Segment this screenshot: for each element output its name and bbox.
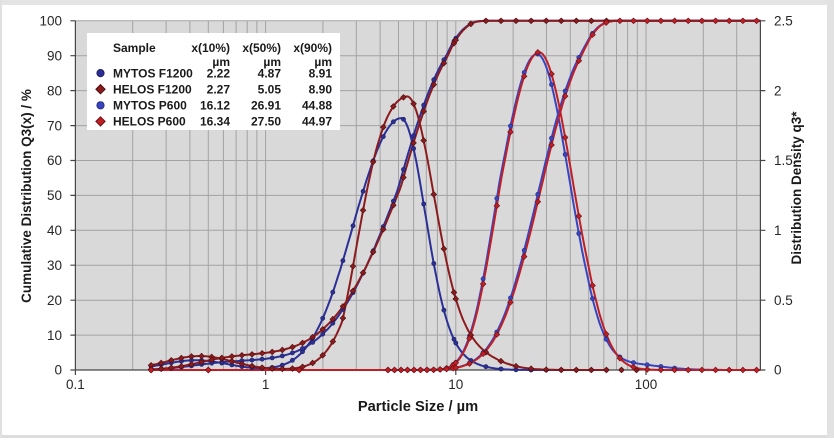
svg-text:1.5: 1.5 (774, 153, 793, 168)
svg-text:70: 70 (47, 118, 62, 133)
svg-text:µm: µm (263, 55, 281, 69)
svg-text:90: 90 (47, 48, 62, 63)
svg-text:0.5: 0.5 (774, 293, 793, 308)
svg-text:MYTOS F1200: MYTOS F1200 (113, 66, 193, 80)
svg-text:Cumulative Distribution Q3(x): Cumulative Distribution Q3(x) / % (19, 89, 34, 303)
svg-text:0: 0 (774, 363, 782, 378)
svg-text:1: 1 (262, 377, 270, 392)
svg-text:26.91: 26.91 (251, 99, 281, 113)
svg-text:µm: µm (314, 55, 332, 69)
svg-text:30: 30 (47, 258, 62, 273)
svg-text:Sample: Sample (113, 41, 156, 55)
svg-text:4.87: 4.87 (258, 66, 282, 80)
svg-text:Particle Size / µm: Particle Size / µm (358, 399, 478, 415)
svg-text:16.34: 16.34 (200, 115, 230, 129)
svg-text:1: 1 (774, 223, 782, 238)
svg-text:0.1: 0.1 (66, 377, 85, 392)
svg-text:Distribution Density q3*: Distribution Density q3* (789, 111, 804, 265)
svg-text:10: 10 (47, 328, 62, 343)
svg-text:2.27: 2.27 (207, 83, 231, 97)
svg-text:5.05: 5.05 (258, 83, 282, 97)
svg-text:µm: µm (212, 55, 230, 69)
svg-text:50: 50 (47, 188, 62, 203)
svg-text:8.91: 8.91 (309, 66, 333, 80)
svg-text:100: 100 (635, 377, 658, 392)
svg-text:16.12: 16.12 (200, 99, 230, 113)
svg-text:0: 0 (54, 363, 62, 378)
svg-text:x(90%): x(90%) (293, 41, 332, 55)
svg-text:8.90: 8.90 (309, 83, 333, 97)
svg-text:10: 10 (448, 377, 463, 392)
svg-text:44.88: 44.88 (302, 99, 332, 113)
svg-text:60: 60 (47, 153, 62, 168)
svg-text:x(50%): x(50%) (242, 41, 281, 55)
svg-text:2.22: 2.22 (207, 66, 231, 80)
svg-text:80: 80 (47, 83, 62, 98)
svg-text:40: 40 (47, 223, 62, 238)
svg-text:20: 20 (47, 293, 62, 308)
svg-text:44.97: 44.97 (302, 115, 332, 129)
svg-text:MYTOS P600: MYTOS P600 (113, 99, 187, 113)
svg-text:HELOS F1200: HELOS F1200 (113, 83, 192, 97)
svg-text:2: 2 (774, 83, 782, 98)
svg-text:100: 100 (39, 14, 62, 29)
svg-text:x(10%): x(10%) (191, 41, 230, 55)
svg-text:2.5: 2.5 (774, 14, 793, 29)
svg-text:HELOS P600: HELOS P600 (113, 115, 186, 129)
svg-text:27.50: 27.50 (251, 115, 281, 129)
